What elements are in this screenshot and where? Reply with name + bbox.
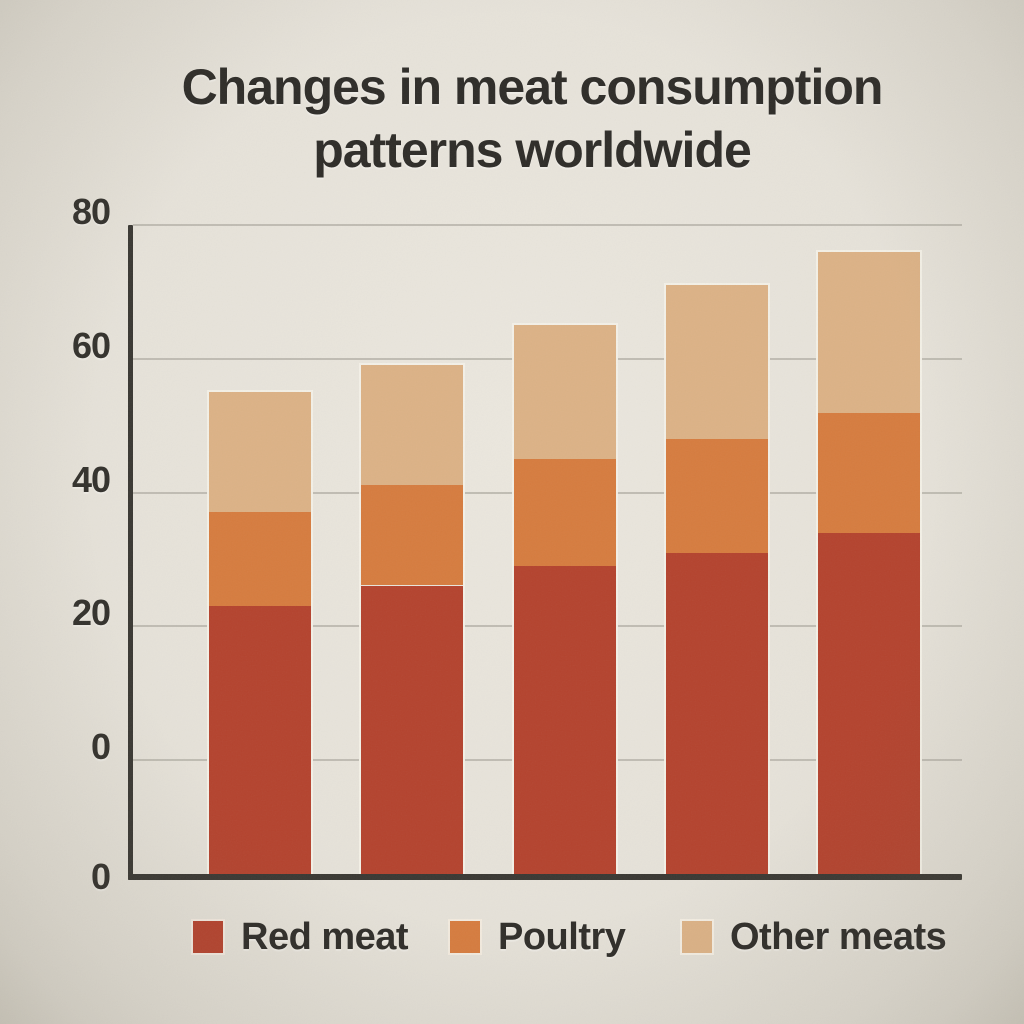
y-tick-label-60: 60 [71,325,111,366]
bar-1-segment-red-meat [209,606,311,874]
chart-title: Changes in meat consumption patterns wor… [20,56,1024,182]
bar-5-segment-red-meat [818,533,920,874]
baseline-zero-label: 0 [90,856,111,897]
legend-label-red-meat: Red meat [241,915,409,958]
chart-title-line-2: patterns worldwide [313,122,752,178]
bar-1-segment-other-meats [209,392,311,512]
bar-4 [664,283,770,874]
y-tick-label-0: 0 [90,726,111,767]
bar-3 [512,323,618,874]
bar-5 [816,250,922,874]
legend-item-poultry: Poultry [448,915,626,958]
bar-4-segment-other-meats [666,285,768,439]
bar-5-segment-poultry [818,413,920,533]
y-tick-label-80: 80 [71,191,111,232]
bar-2 [359,363,465,874]
bar-2-segment-poultry [361,485,463,585]
bar-2-segment-red-meat [361,586,463,874]
bar-3-segment-poultry [514,459,616,566]
legend: Red meat Poultry Other meats [0,915,1024,959]
y-tick-label-20: 20 [71,592,111,633]
legend-item-red-meat: Red meat [191,915,409,958]
legend-label-poultry: Poultry [498,915,626,958]
gridline-80 [133,224,962,226]
chart-title-line-1: Changes in meat consumption [181,59,884,115]
bar-3-segment-other-meats [514,325,616,459]
bar-1 [207,390,313,874]
y-tick-label-40: 40 [71,459,111,500]
bar-4-segment-red-meat [666,553,768,874]
legend-swatch-other-meats [680,919,714,955]
bar-5-segment-other-meats [818,252,920,413]
legend-swatch-red-meat [191,919,225,955]
bar-1-segment-poultry [209,512,311,606]
bar-4-segment-poultry [666,439,768,553]
legend-item-other-meats: Other meats [680,915,947,958]
legend-swatch-poultry [448,919,482,955]
bar-3-segment-red-meat [514,566,616,874]
x-axis-line [128,874,962,880]
y-axis-line [128,225,133,880]
legend-label-other-meats: Other meats [730,915,947,958]
bar-2-segment-other-meats [361,365,463,485]
